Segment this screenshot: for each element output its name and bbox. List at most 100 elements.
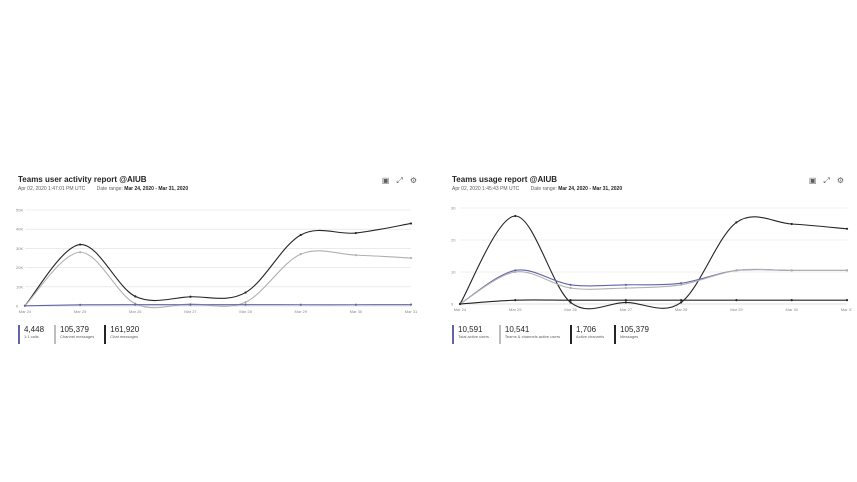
report-timestamp: Apr 02, 2020 1:47:01 PM UTC: [18, 186, 86, 192]
y-tick-label: 0: [16, 304, 19, 309]
gear-icon[interactable]: ⚙: [836, 176, 844, 185]
y-tick-label: 10: [451, 270, 456, 275]
data-point: [624, 286, 627, 290]
y-tick-label: 20: [451, 238, 456, 243]
teams-usage-card: Teams usage report @AIUB Apr 02, 2020 1:…: [449, 170, 852, 350]
kpi-row: 10,591 Total active users 10,541 Teams & ch…: [452, 325, 649, 344]
data-point: [299, 303, 302, 306]
x-tick-label: Mar 26: [564, 307, 577, 312]
data-point: [189, 295, 192, 298]
series-line: [24, 222, 412, 306]
x-tick-label: Mar 28: [675, 307, 688, 312]
card-actions: ▣ ⤢ ⚙: [809, 177, 844, 185]
kpi-label: 1:1 calls: [24, 334, 39, 339]
data-point: [409, 256, 413, 260]
data-point: [244, 303, 247, 306]
card-actions: ▣ ⤢ ⚙: [382, 177, 417, 185]
x-tick-label: Mar 25: [509, 307, 522, 312]
data-point: [680, 282, 683, 285]
x-tick-label: Mar 27: [184, 309, 197, 314]
data-point: [790, 269, 793, 272]
expand-icon[interactable]: ⤢: [823, 176, 830, 185]
gear-icon[interactable]: ⚙: [409, 176, 417, 185]
kpi-value: 161,920: [110, 325, 140, 334]
data-point: [299, 233, 302, 237]
excel-icon[interactable]: ▣: [381, 176, 390, 185]
date-range-label: Date range:: [530, 186, 557, 192]
data-point: [735, 269, 738, 272]
card-title: Teams usage report @AIUB: [452, 175, 558, 184]
x-tick-label: Mar 30: [785, 307, 798, 312]
usage-line-chart: 0 10 20 30 Mar 24 Mar 25 Mar 26 Mar 27 Mar 28 Mar…: [451, 206, 852, 313]
data-point: [354, 254, 357, 257]
series-line: [459, 268, 847, 305]
kpi-tile[interactable]: 4,448 1:1 calls: [18, 325, 44, 344]
series-line: [24, 250, 412, 309]
expand-icon[interactable]: ⤢: [396, 176, 403, 185]
kpi-label: Chat messages: [110, 334, 139, 339]
kpi-label: Messages: [620, 334, 639, 339]
data-point: [409, 303, 413, 306]
kpi-label: Total active users: [458, 334, 489, 339]
x-tick-label: Mar 24: [454, 307, 467, 312]
date-range-value: Mar 24, 2020 - Mar 31, 2020: [124, 186, 189, 192]
data-point: [569, 301, 572, 304]
kpi-label: Channel messages: [60, 334, 95, 339]
y-tick-label: 10K: [16, 284, 23, 289]
kpi-value: 105,379: [620, 325, 649, 334]
data-point: [514, 269, 517, 272]
report-timestamp: Apr 02, 2020 1:45:43 PM UTC: [452, 186, 520, 192]
kpi-value: 105,379: [60, 325, 89, 334]
y-tick-label: 50K: [16, 208, 23, 213]
kpi-label: Active channels: [576, 334, 605, 339]
y-tick-label: 30: [451, 206, 456, 211]
activity-line-chart: 0 10K 20K 30K 40K 50K Mar 24 Mar 25 Mar 26 Mar 27…: [16, 208, 418, 315]
kpi-tile[interactable]: 10,541 Teams & channels active users: [498, 325, 561, 344]
data-point: [735, 299, 738, 302]
x-tick-label: Mar 24: [19, 309, 32, 314]
kpi-tile[interactable]: 1,706 Active channels: [570, 325, 604, 344]
kpi-tile[interactable]: 10,591 Total active users: [452, 325, 489, 344]
series-line: [24, 304, 412, 307]
data-point: [624, 299, 627, 302]
x-tick-label: Mar 26: [129, 309, 142, 314]
data-point: [514, 270, 517, 274]
kpi-row: 4,448 1:1 calls 105,379 Channel messages 161…: [18, 325, 139, 344]
data-point: [735, 221, 738, 224]
data-point: [680, 299, 683, 302]
x-tick-label: Mar 30: [350, 309, 363, 314]
y-tick-label: 20K: [16, 265, 23, 270]
x-tick-label: Mar 31: [405, 309, 418, 314]
card-subtitle: Apr 02, 2020 1:47:01 PM UTC Date range: …: [18, 186, 188, 192]
data-point: [458, 302, 462, 306]
excel-icon[interactable]: ▣: [808, 176, 817, 185]
date-range-label: Date range:: [96, 186, 123, 192]
data-point: [624, 301, 627, 304]
kpi-tile[interactable]: 105,379 Messages: [614, 325, 649, 344]
data-point: [409, 222, 413, 225]
kpi-value: 4,448: [24, 325, 45, 334]
data-point: [299, 253, 302, 256]
data-point: [514, 299, 517, 302]
date-range-value: Mar 24, 2020 - Mar 31, 2020: [558, 186, 623, 192]
kpi-tile[interactable]: 161,920 Chat messages: [104, 325, 139, 344]
y-tick-label: 40K: [16, 227, 23, 232]
x-tick-label: Mar 31: [841, 307, 852, 312]
kpi-tile[interactable]: 105,379 Channel messages: [54, 325, 94, 344]
y-tick-label: 30K: [16, 246, 23, 251]
series-line: [459, 299, 847, 305]
data-point: [569, 299, 572, 302]
data-point: [680, 301, 683, 304]
card-subtitle: Apr 02, 2020 1:45:43 PM UTC Date range: …: [452, 186, 622, 192]
data-point: [354, 231, 357, 235]
card-title: Teams user activity report @AIUB: [18, 175, 147, 184]
data-point: [189, 303, 192, 306]
kpi-value: 10,591: [458, 325, 483, 334]
kpi-label: Teams & channels active users: [504, 334, 561, 339]
data-point: [569, 283, 572, 286]
data-point: [79, 243, 82, 246]
data-point: [134, 303, 137, 306]
data-point: [134, 295, 137, 298]
data-point: [845, 227, 849, 230]
data-point: [790, 222, 793, 226]
